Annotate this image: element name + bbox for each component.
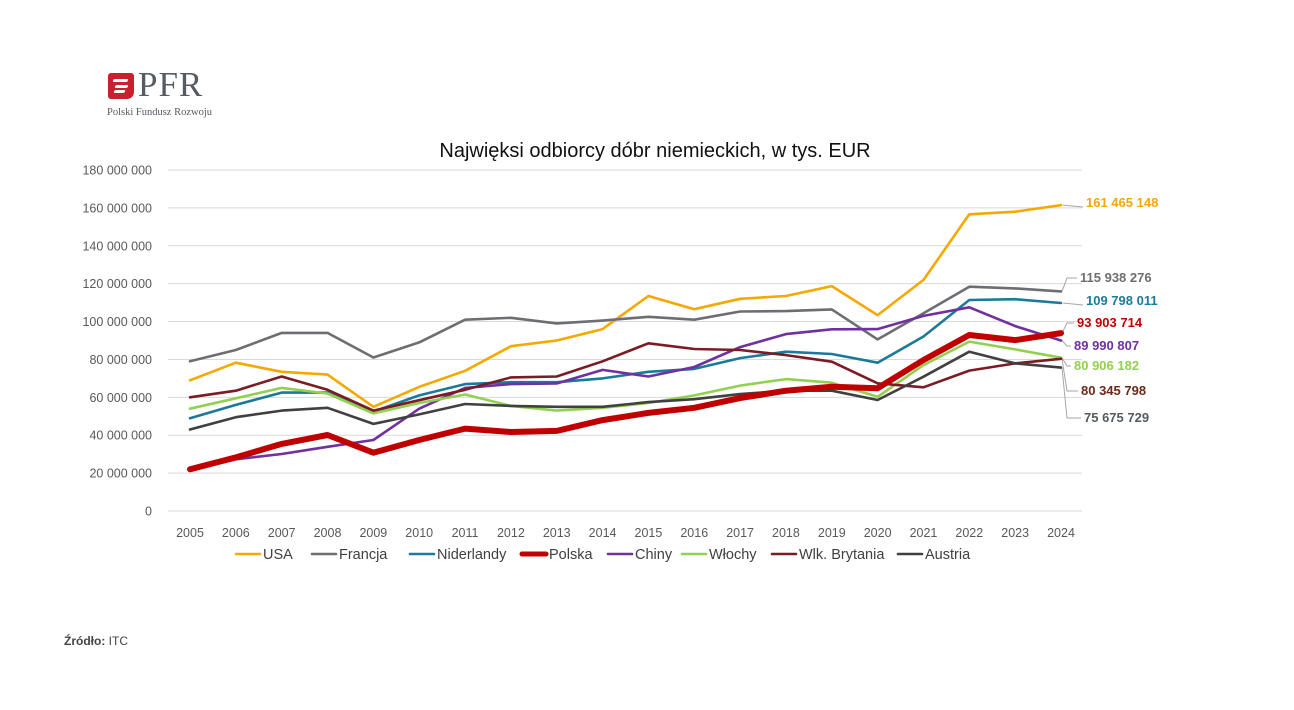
y-tick-label: 140 000 000 [82,239,152,253]
logo-subtitle: Polski Fundusz Rozwoju [107,107,213,118]
leader-line [1061,367,1081,419]
x-tick-label: 2012 [497,526,525,540]
x-axis: 2005 2006 2007 2008 2009 2010 2011 2012 2013 2014… [176,526,1075,540]
x-tick-label: 2020 [864,526,892,540]
x-tick-label: 2007 [268,526,296,540]
y-tick-label: 20 000 000 [89,467,152,481]
x-tick-label: 2022 [955,526,983,540]
source-value: ITC [108,634,129,648]
series-line-polska [187,330,1064,473]
source-note: Źródło: ITC [64,634,128,648]
series-lines [187,203,1064,473]
legend-label: Polska [549,547,593,563]
leader-line [1061,277,1077,292]
y-tick-label: 100 000 000 [82,315,152,329]
x-tick-label: 2018 [772,526,800,540]
end-label: 161 465 148 [1086,195,1158,210]
x-tick-label: 2015 [635,526,663,540]
series-line-austria [188,350,1063,431]
leader-line [1061,358,1078,392]
x-tick-label: 2024 [1047,526,1075,540]
end-label: 115 938 276 [1080,270,1152,285]
x-tick-label: 2008 [314,526,342,540]
chart-title: Najwięksi odbiorcy dóbr niemieckich, w t… [439,140,871,162]
source-label: Źródło: [64,634,106,648]
end-label: 80 906 182 [1074,358,1139,373]
logo-brand: PFR [138,65,204,104]
pfr-logo-icon [108,73,134,99]
leader-line [1061,322,1074,334]
leader-line [1061,357,1071,367]
chart-title-wrapper: Najwięksi odbiorcy dóbr niemieckich, w t… [0,140,1290,163]
y-tick-label: 160 000 000 [82,201,152,215]
label-leaders [1061,204,1084,419]
legend-label: Chiny [635,547,673,563]
legend-label: Wlk. Brytania [799,547,885,563]
legend-label: Austria [925,547,971,563]
end-label: 89 990 807 [1074,338,1139,353]
legend-label: USA [263,547,293,563]
y-tick-label: 40 000 000 [89,429,152,443]
pfr-logo: PFR Polski Fundusz Rozwoju [106,65,236,122]
leader-line [1061,340,1071,347]
x-tick-label: 2019 [818,526,846,540]
y-tick-label: 120 000 000 [82,277,152,291]
y-axis: 0 20 000 000 40 000 000 60 000 000 80 000 00… [82,164,152,519]
x-tick-label: 2011 [452,526,479,540]
end-label: 93 903 714 [1077,315,1143,330]
series-line-francja [188,285,1063,363]
x-tick-label: 2006 [222,526,250,540]
end-label: 80 345 798 [1081,383,1146,398]
series-line-usa [188,203,1063,409]
x-tick-label: 2005 [176,526,204,540]
legend-label: Niderlandy [437,547,507,563]
series-line-wlk-brytania [188,341,1063,412]
x-tick-label: 2014 [589,526,617,540]
legend: USA Francja Niderlandy Polska Chiny Włochy Wlk… [234,547,971,563]
x-tick-label: 2010 [405,526,433,540]
gridlines [168,169,1082,512]
x-tick-label: 2013 [543,526,571,540]
legend-label: Francja [339,547,388,563]
leader-line [1062,204,1084,208]
x-tick-label: 2021 [910,526,938,540]
y-tick-label: 0 [145,505,152,519]
leader-line [1062,302,1084,306]
end-label: 109 798 011 [1086,293,1158,308]
x-tick-label: 2016 [680,526,708,540]
y-tick-label: 180 000 000 [82,164,152,178]
end-label: 75 675 729 [1084,410,1149,425]
x-tick-label: 2009 [359,526,387,540]
x-tick-label: 2017 [726,526,754,540]
end-labels: 161 465 148 115 938 276 109 798 011 93 903 … [1074,195,1158,425]
x-tick-label: 2023 [1001,526,1029,540]
series-line-chiny [188,305,1063,472]
y-tick-label: 60 000 000 [89,391,152,405]
legend-label: Włochy [709,547,757,563]
y-tick-label: 80 000 000 [89,353,152,367]
